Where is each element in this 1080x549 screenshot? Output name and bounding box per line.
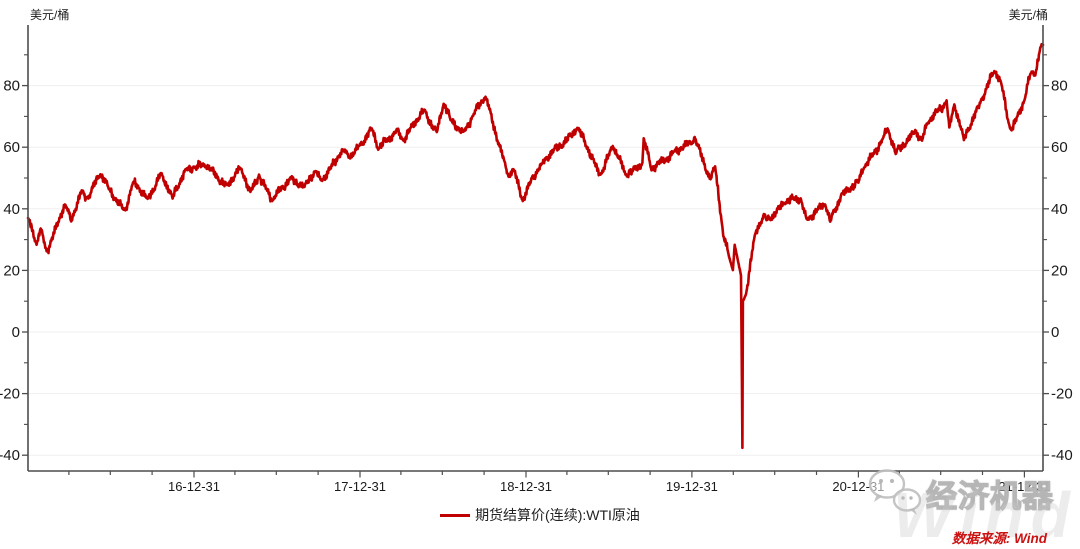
x-tick-label: 17-12-31 xyxy=(334,479,386,494)
y-axis-unit-right: 美元/桶 xyxy=(1008,8,1048,22)
y-tick-label: 20 xyxy=(3,262,20,279)
y-tick-label: -20 xyxy=(0,386,20,403)
gridlines xyxy=(28,85,1043,456)
legend-line-swatch xyxy=(440,513,471,517)
x-tick-label: 16-12-31 xyxy=(168,479,220,494)
y-tick-label: 40 xyxy=(1051,201,1068,218)
legend: 期货结算价(连续):WTI原油 xyxy=(0,505,1080,525)
axis-ticks xyxy=(22,54,1049,478)
x-tick-label: 20-12-31 xyxy=(832,479,884,494)
data-source-note: 数据来源: Wind xyxy=(951,531,1047,546)
x-tick-label: 19-12-31 xyxy=(666,479,718,494)
y-axis-labels-right: 80 60 40 20 0 -20 -40 xyxy=(1051,78,1073,465)
x-tick-label: 21-12-31 xyxy=(998,479,1050,494)
y-tick-label: -40 xyxy=(1051,447,1073,464)
series-path-wti xyxy=(26,42,1045,450)
y-axis-unit-left: 美元/桶 xyxy=(30,8,70,22)
y-tick-label: -40 xyxy=(0,447,20,464)
y-tick-label: 80 xyxy=(1051,78,1068,95)
y-tick-label: -20 xyxy=(1051,386,1073,403)
y-tick-label: 0 xyxy=(1051,324,1059,341)
y-tick-label: 0 xyxy=(12,324,20,341)
y-axis-labels-left: 80 60 40 20 0 -20 -40 xyxy=(0,78,20,465)
axes xyxy=(27,25,1044,472)
y-tick-label: 60 xyxy=(1051,139,1068,156)
y-tick-label: 80 xyxy=(3,78,20,95)
y-tick-label: 40 xyxy=(3,201,20,218)
y-tick-label: 20 xyxy=(1051,262,1068,279)
x-tick-label: 18-12-31 xyxy=(500,479,552,494)
legend-label: 期货结算价(连续):WTI原油 xyxy=(475,507,640,523)
y-tick-label: 60 xyxy=(3,139,20,156)
x-axis-labels: 16-12-31 17-12-31 18-12-31 19-12-31 20-12-31… xyxy=(168,479,1050,494)
series-group xyxy=(26,42,1045,450)
